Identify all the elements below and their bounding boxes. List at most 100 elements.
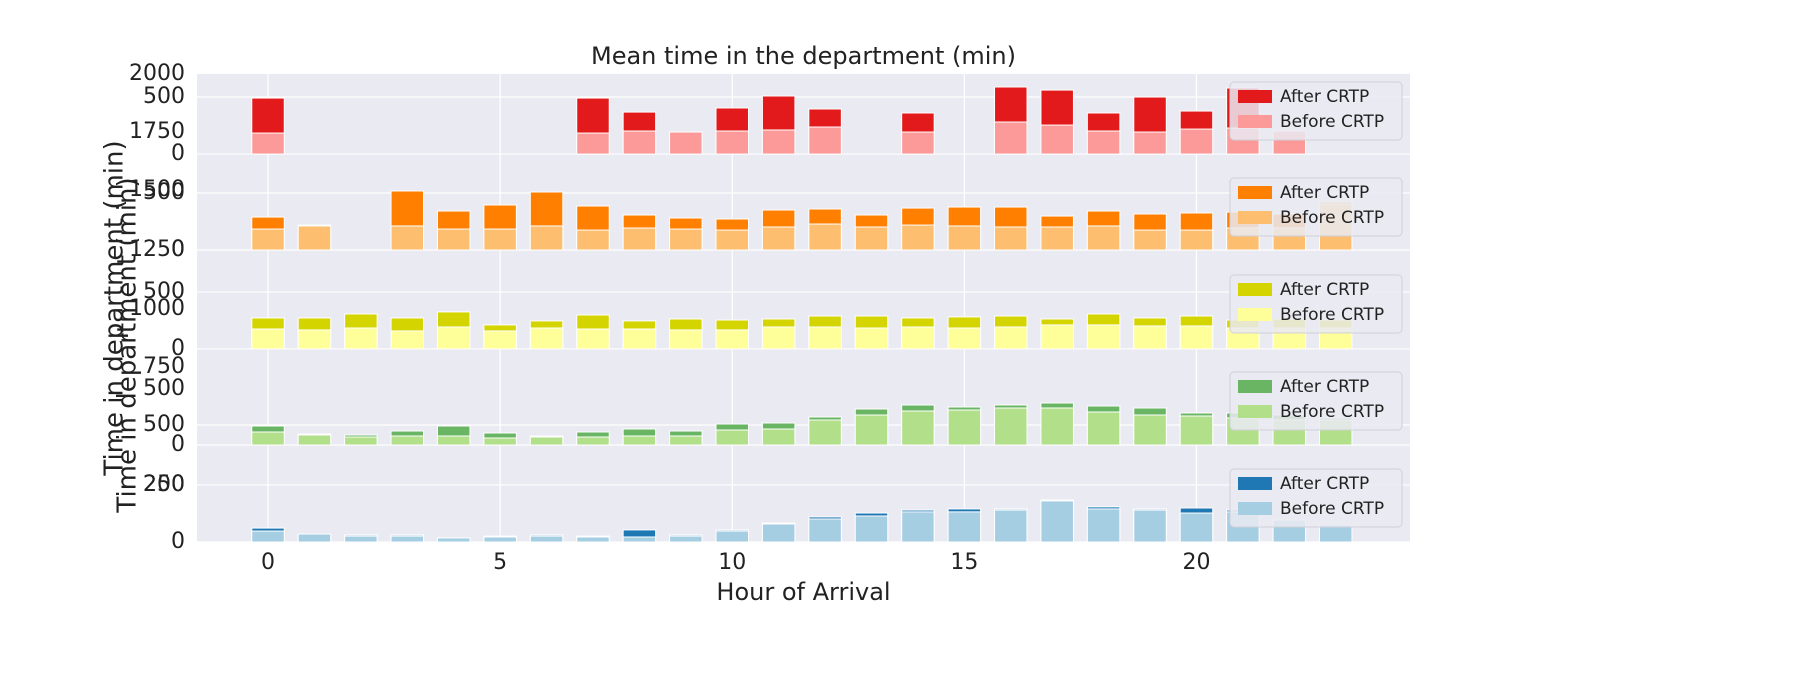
legend-box <box>1229 371 1403 431</box>
bar <box>576 436 610 446</box>
bar <box>344 535 378 542</box>
bar <box>251 328 285 350</box>
legend-label: Before CRTP <box>1280 208 1384 228</box>
bar <box>1040 226 1074 251</box>
bar <box>1133 509 1167 542</box>
bar <box>251 132 285 155</box>
legend-swatch <box>1238 380 1272 393</box>
bar <box>390 435 425 446</box>
legend-label: After CRTP <box>1280 474 1369 494</box>
bar <box>529 535 564 542</box>
bar <box>854 414 889 446</box>
bar <box>576 536 610 542</box>
y-tick-label: 500 <box>143 376 185 401</box>
bar <box>483 437 517 446</box>
bar <box>854 327 889 350</box>
bar <box>344 327 378 350</box>
legend-box <box>1229 177 1403 237</box>
bar <box>576 328 610 350</box>
x-tick-label: 20 <box>1182 550 1210 575</box>
bar <box>1086 411 1121 446</box>
bar <box>947 225 982 251</box>
bar <box>622 435 657 446</box>
bar <box>1086 508 1121 542</box>
bar <box>669 131 703 155</box>
x-tick-label: 15 <box>950 550 978 575</box>
bar <box>761 428 796 446</box>
bar <box>622 227 657 251</box>
bar <box>436 537 471 542</box>
bar <box>483 228 517 251</box>
legend-label: After CRTP <box>1280 183 1369 203</box>
legend-box <box>1229 468 1403 528</box>
x-tick-label: 5 <box>493 550 507 575</box>
bar <box>994 407 1028 446</box>
y-axis-label: Time in department (min) <box>100 140 130 476</box>
bar <box>854 515 889 542</box>
panel <box>197 267 1410 364</box>
y-tick-label: 200 <box>143 472 185 497</box>
bar <box>390 535 425 542</box>
bar <box>1040 500 1074 542</box>
bar <box>761 523 796 542</box>
bar <box>808 326 842 350</box>
legend-swatch <box>1238 283 1272 296</box>
bar <box>715 530 749 542</box>
y-tick-label: 0 <box>171 529 185 554</box>
bar <box>251 530 285 542</box>
bar <box>761 226 796 251</box>
bar <box>297 434 332 446</box>
bar <box>1040 407 1074 446</box>
bar <box>1179 512 1214 542</box>
bar <box>901 131 935 155</box>
bar <box>715 429 749 446</box>
legend-swatch <box>1238 115 1272 128</box>
legend-swatch <box>1238 308 1272 321</box>
y-tick-label: 1250 <box>129 237 185 262</box>
bar <box>761 129 796 155</box>
bar <box>622 130 657 155</box>
legend-swatch <box>1238 90 1272 103</box>
y-tick-label: 1000 <box>129 296 185 321</box>
legend-label: Before CRTP <box>1280 305 1384 325</box>
bar <box>901 511 935 542</box>
legend-swatch <box>1238 186 1272 199</box>
legend-swatch <box>1238 405 1272 418</box>
bar <box>669 228 703 251</box>
y-tick-label: 250 <box>143 472 185 497</box>
bar <box>297 533 332 542</box>
y-tick-label: 2000 <box>129 61 185 86</box>
legend-label: After CRTP <box>1280 280 1369 300</box>
y-tick-label: 500 <box>143 180 185 205</box>
bar <box>1086 225 1121 251</box>
legend-box <box>1229 81 1403 141</box>
panel <box>197 74 1410 170</box>
bar <box>669 435 703 446</box>
bar <box>622 328 657 350</box>
bar <box>994 326 1028 350</box>
bar <box>854 226 889 251</box>
bar <box>808 518 842 542</box>
bar <box>947 327 982 350</box>
bar <box>1040 324 1074 350</box>
legend-label: Before CRTP <box>1280 402 1384 422</box>
bar <box>529 225 564 251</box>
y-tick-label: 0 <box>171 432 185 457</box>
bar <box>1133 414 1167 446</box>
y-tick-label: 500 <box>143 279 185 304</box>
x-tick-label: 10 <box>718 550 746 575</box>
bar <box>622 536 657 542</box>
x-tick-label: 0 <box>261 550 275 575</box>
y-tick-label: 500 <box>143 412 185 437</box>
panel <box>197 364 1410 461</box>
bar <box>947 511 982 542</box>
bar <box>947 409 982 446</box>
bar <box>1133 325 1167 350</box>
y-tick-label: 1750 <box>129 119 185 144</box>
bar <box>436 326 471 350</box>
bar <box>390 225 425 251</box>
y-tick-label: 500 <box>143 84 185 109</box>
bar <box>994 509 1028 542</box>
bar <box>1133 131 1167 155</box>
